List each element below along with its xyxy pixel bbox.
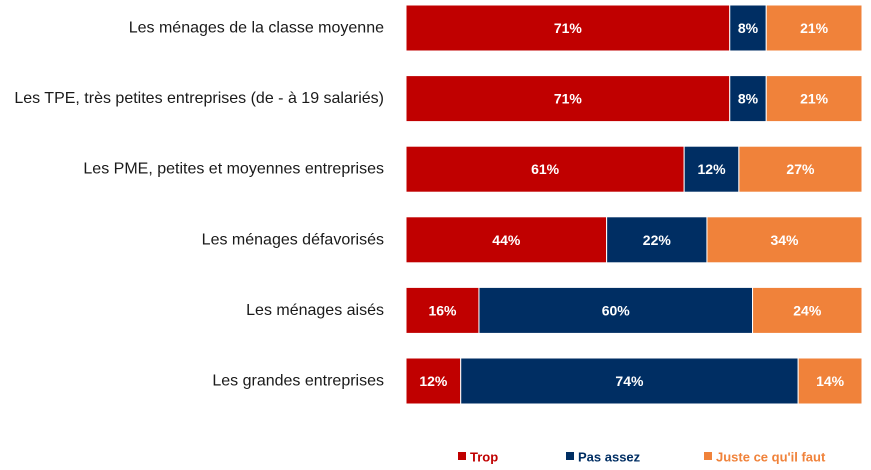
bar-segment [683, 145, 740, 193]
data-label: 71% [554, 20, 583, 36]
legend-label: Trop [470, 450, 498, 465]
data-label: 24% [793, 302, 822, 318]
data-label: 8% [738, 20, 759, 36]
bar-segment [478, 286, 754, 334]
bar-segment [405, 357, 462, 405]
category-label: Les grandes entreprises [212, 373, 384, 390]
legend: Trop Pas assez Juste ce qu'il faut [458, 450, 826, 465]
data-label: 21% [800, 20, 829, 36]
category-label: Les PME, petites et moyennes entreprises [83, 161, 384, 178]
data-label: 16% [428, 302, 457, 318]
bar-segment [405, 286, 480, 334]
bar-segment [405, 75, 731, 123]
data-label: 71% [554, 91, 583, 107]
category-label: Les ménages défavorisés [202, 231, 384, 248]
legend-swatch [458, 452, 466, 460]
bar-segment [729, 4, 767, 52]
bar-segment [706, 216, 863, 264]
bar-segment [729, 75, 767, 123]
data-label: 21% [800, 91, 829, 107]
data-label: 61% [531, 161, 560, 177]
category-label: Les TPE, très petites entreprises (de - … [14, 90, 384, 107]
data-label: 74% [615, 373, 644, 389]
category-labels: Les ménages de la classe moyenne Les TPE,… [14, 20, 384, 390]
data-label: 60% [602, 302, 631, 318]
legend-label: Pas assez [578, 450, 641, 465]
legend-swatch [704, 452, 712, 460]
data-label: 27% [786, 161, 815, 177]
bar-segment [460, 357, 799, 405]
bar-segment [765, 4, 863, 52]
data-label: 34% [770, 232, 799, 248]
legend-swatch [566, 452, 574, 460]
bar-segment [752, 286, 863, 334]
data-label: 8% [738, 91, 759, 107]
data-label: 12% [419, 373, 448, 389]
data-label: 22% [643, 232, 672, 248]
bar-segment [405, 145, 685, 193]
category-label: Les ménages aisés [246, 302, 384, 319]
bar-segment [765, 75, 863, 123]
category-label: Les ménages de la classe moyenne [129, 20, 384, 37]
data-label: 12% [698, 161, 727, 177]
bar-segment [738, 145, 863, 193]
bars: 71% 8% 21% 71% 8% 21% 61% 12% 27% 44% 22% 34% 16% 60%… [405, 4, 863, 405]
bar-segment [797, 357, 863, 405]
data-label: 44% [492, 232, 521, 248]
bar-segment [405, 216, 608, 264]
data-label: 14% [816, 373, 845, 389]
legend-label: Juste ce qu'il faut [716, 450, 826, 465]
bar-segment [405, 4, 731, 52]
